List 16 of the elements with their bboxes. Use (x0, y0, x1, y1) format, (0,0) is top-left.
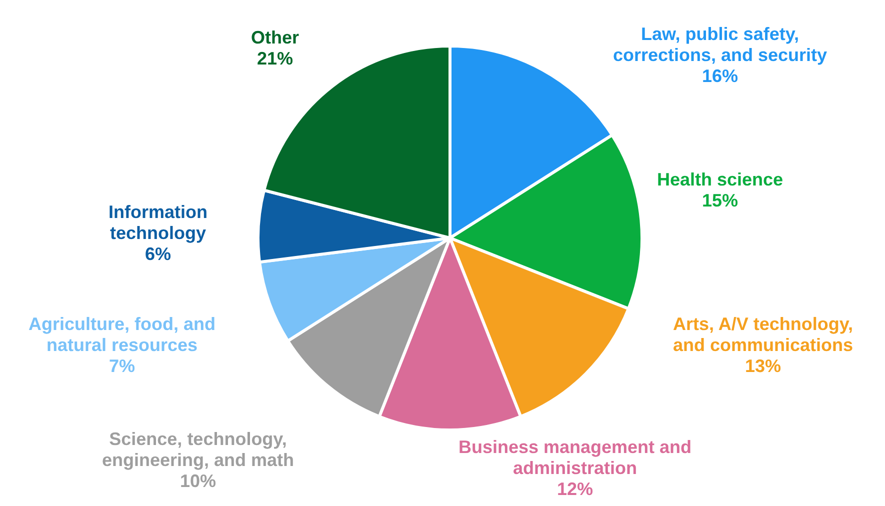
data-label: 21% (256, 48, 294, 68)
slice-label: Information technology (108, 202, 208, 243)
slice-label: Arts, A/V technology, and communications (672, 314, 854, 355)
slice-label: Other (250, 28, 300, 48)
slice-label: Business management and administration (458, 437, 692, 478)
data-label: 16% (702, 66, 738, 86)
data-label: 7% (108, 356, 136, 376)
data-label: 13% (744, 356, 782, 376)
data-label: 15% (702, 190, 738, 210)
slice-label: Health science (656, 170, 784, 190)
slice-label: Science, technology, engineering, and math (102, 429, 294, 470)
slice-label: Law, public safety, corrections, and security (612, 24, 828, 65)
data-label: 6% (144, 244, 172, 264)
data-label: 12% (556, 479, 594, 499)
data-label: 10% (180, 471, 216, 491)
slice-label: Agriculture, food, and natural resources (28, 314, 216, 355)
